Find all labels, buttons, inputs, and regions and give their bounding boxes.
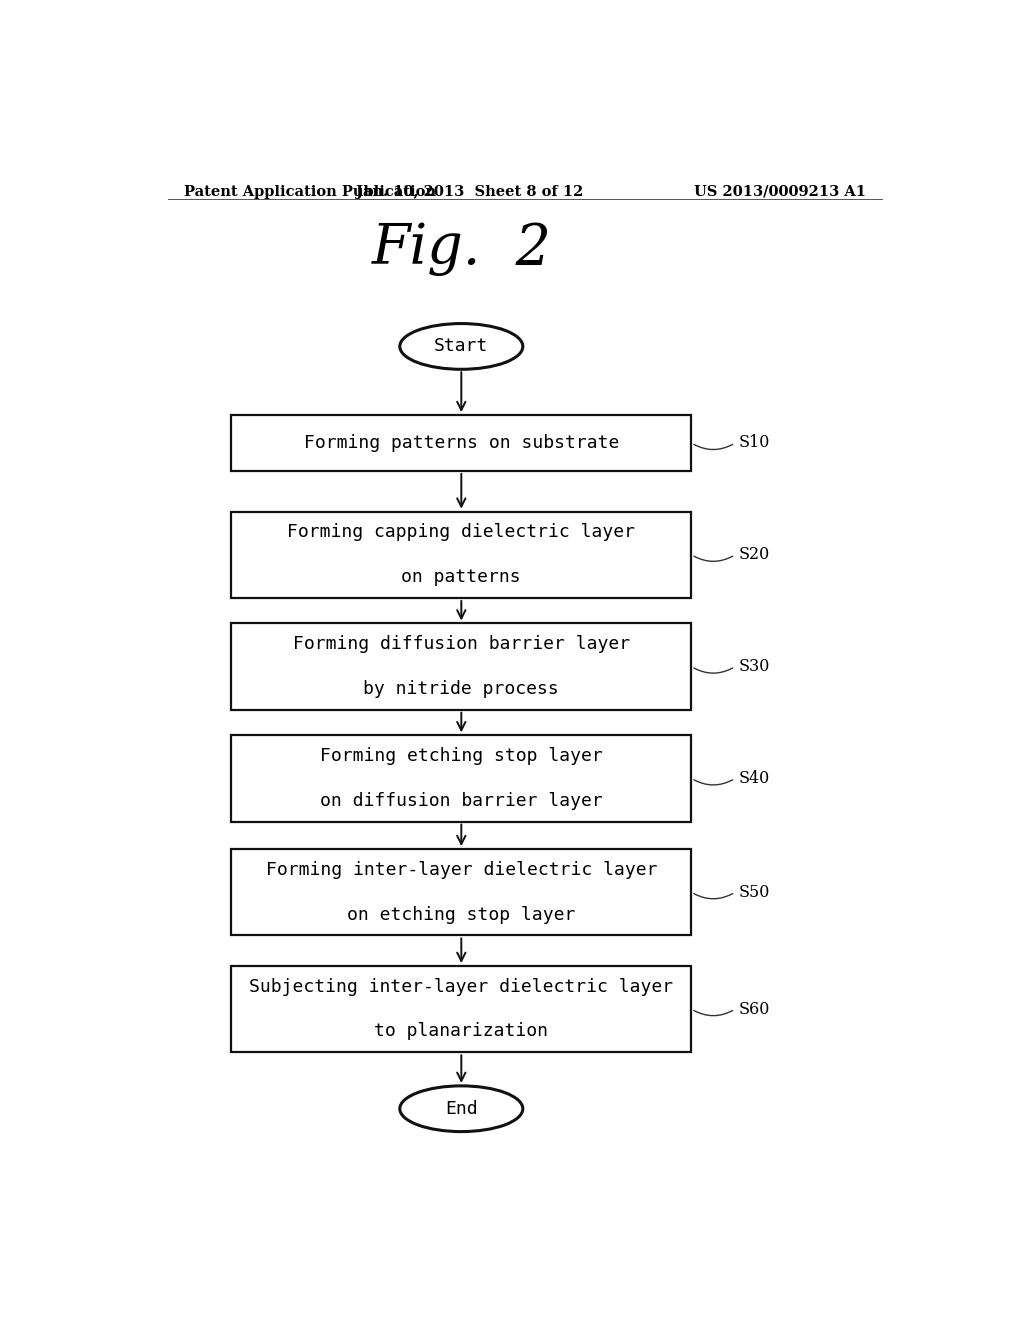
- FancyBboxPatch shape: [231, 623, 691, 710]
- FancyBboxPatch shape: [231, 512, 691, 598]
- Text: Forming inter-layer dielectric layer: Forming inter-layer dielectric layer: [265, 861, 657, 879]
- Text: S40: S40: [739, 770, 770, 787]
- Text: on etching stop layer: on etching stop layer: [347, 906, 575, 924]
- FancyBboxPatch shape: [231, 849, 691, 936]
- Text: S10: S10: [739, 434, 770, 451]
- Text: S50: S50: [739, 884, 770, 900]
- Text: by nitride process: by nitride process: [364, 680, 559, 698]
- Text: on diffusion barrier layer: on diffusion barrier layer: [319, 792, 603, 809]
- Text: Subjecting inter-layer dielectric layer: Subjecting inter-layer dielectric layer: [249, 978, 674, 995]
- Text: to planarization: to planarization: [375, 1023, 548, 1040]
- Text: S20: S20: [739, 546, 770, 564]
- Text: Fig.  2: Fig. 2: [372, 222, 551, 276]
- Text: Start: Start: [434, 338, 488, 355]
- FancyBboxPatch shape: [231, 966, 691, 1052]
- FancyBboxPatch shape: [231, 414, 691, 471]
- Text: Jan. 10, 2013  Sheet 8 of 12: Jan. 10, 2013 Sheet 8 of 12: [355, 185, 583, 199]
- Text: End: End: [445, 1100, 477, 1118]
- Text: Patent Application Publication: Patent Application Publication: [183, 185, 435, 199]
- FancyBboxPatch shape: [231, 735, 691, 821]
- Text: US 2013/0009213 A1: US 2013/0009213 A1: [694, 185, 866, 199]
- Text: Forming patterns on substrate: Forming patterns on substrate: [304, 434, 618, 451]
- Text: S30: S30: [739, 659, 770, 675]
- Text: on patterns: on patterns: [401, 568, 521, 586]
- Text: Forming diffusion barrier layer: Forming diffusion barrier layer: [293, 635, 630, 653]
- Text: Forming capping dielectric layer: Forming capping dielectric layer: [288, 524, 635, 541]
- Text: S60: S60: [739, 1001, 770, 1018]
- Text: Forming etching stop layer: Forming etching stop layer: [319, 747, 603, 766]
